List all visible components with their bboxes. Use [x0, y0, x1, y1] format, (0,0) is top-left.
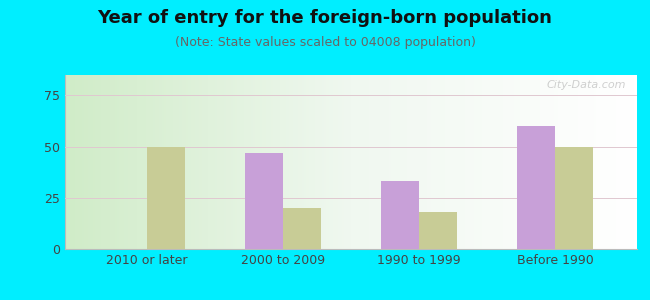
- Bar: [419, 212, 457, 249]
- Bar: [283, 208, 321, 249]
- Bar: [517, 126, 555, 249]
- Bar: [381, 182, 419, 249]
- Text: (Note: State values scaled to 04008 population): (Note: State values scaled to 04008 popu…: [175, 36, 475, 49]
- Bar: [245, 153, 283, 249]
- Text: City-Data.com: City-Data.com: [546, 80, 625, 90]
- Bar: [555, 147, 593, 249]
- Bar: [147, 147, 185, 249]
- Text: Year of entry for the foreign-born population: Year of entry for the foreign-born popul…: [98, 9, 552, 27]
